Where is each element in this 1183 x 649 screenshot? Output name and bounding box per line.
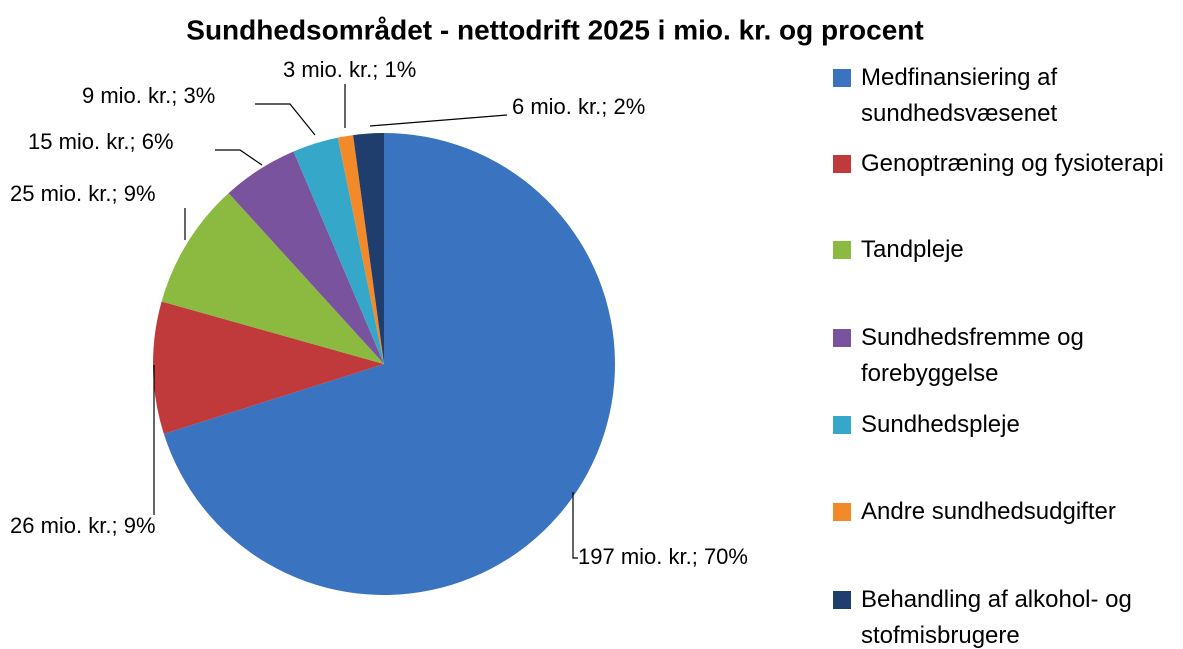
legend-swatch (833, 155, 851, 173)
leader-line (215, 149, 263, 166)
legend-item: Sundhedsfremme og forebyggelse (833, 320, 1178, 392)
chart-title: Sundhedsområdet - nettodrift 2025 i mio.… (186, 14, 923, 45)
data-label: 15 mio. kr.; 6% (28, 129, 174, 154)
leader-line (572, 492, 578, 559)
leader-line (255, 103, 316, 136)
pie-slice (353, 133, 384, 364)
legend-label: Sundhedsfremme og forebyggelse (861, 324, 1084, 387)
legend-label: Behandling af alkohol- og stofmisbrugere (861, 586, 1132, 649)
legend-swatch (833, 503, 851, 521)
data-label: 25 mio. kr.; 9% (10, 181, 156, 206)
legend-item: Sundhedspleje (833, 407, 1178, 443)
pie-slice (293, 137, 384, 364)
legend-label: Genoptræning og fysioterapi (861, 150, 1164, 177)
pie-slice (152, 301, 384, 434)
legend-label: Medfinansiering af sundhedsvæsenet (861, 64, 1058, 127)
legend-swatch (833, 329, 851, 347)
legend-item: Behandling af alkohol- og stofmisbrugere (833, 582, 1178, 649)
legend-item: Tandpleje (833, 232, 1178, 268)
legend-item: Andre sundhedsudgifter (833, 494, 1178, 530)
data-label: 197 mio. kr.; 70% (578, 544, 748, 569)
legend-swatch (833, 69, 851, 87)
pie-slice (161, 193, 384, 364)
legend-label: Tandpleje (861, 236, 964, 263)
legend-item: Genoptræning og fysioterapi (833, 146, 1178, 182)
legend-swatch (833, 416, 851, 434)
legend-swatch (833, 591, 851, 609)
data-label: 9 mio. kr.; 3% (82, 83, 215, 108)
legend-item: Medfinansiering af sundhedsvæsenet (833, 60, 1178, 132)
data-label: 6 mio. kr.; 2% (512, 94, 645, 119)
legend-swatch (833, 241, 851, 259)
pie-slice (228, 151, 384, 364)
data-label: 26 mio. kr.; 9% (10, 513, 156, 538)
pie-slice (337, 135, 384, 364)
pie-slice (163, 133, 616, 595)
legend-label: Andre sundhedsudgifter (861, 498, 1116, 525)
data-label: 3 mio. kr.; 1% (283, 57, 416, 82)
leader-line (369, 114, 508, 127)
legend-label: Sundhedspleje (861, 411, 1020, 438)
